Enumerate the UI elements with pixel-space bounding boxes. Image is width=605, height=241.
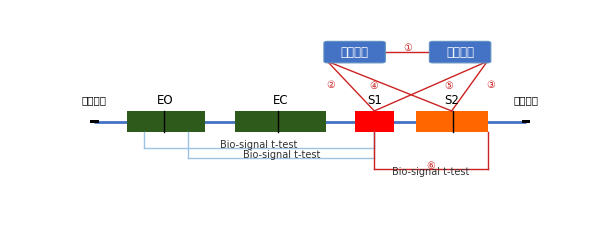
Text: Bio-signal t-test: Bio-signal t-test [393,167,469,177]
Text: ④: ④ [369,80,378,91]
Bar [522,120,530,123]
Text: ②: ② [326,80,335,90]
Bar [127,111,204,132]
Text: 실험종료: 실험종료 [513,95,538,105]
Text: 실험시작: 실험시작 [82,95,107,105]
Text: EC: EC [273,94,289,107]
Text: ①: ① [403,43,412,54]
Bar [416,111,488,132]
Text: ⑥: ⑥ [427,161,436,171]
Text: ⑤: ⑤ [444,80,453,91]
Text: S2: S2 [444,94,459,107]
Bar [90,120,99,123]
Text: ③: ③ [486,80,495,90]
Bar [355,111,394,132]
FancyBboxPatch shape [324,41,385,63]
Text: Bio-signal t-test: Bio-signal t-test [243,150,321,161]
Text: 직무성패: 직무성패 [446,46,474,59]
Bar [235,111,327,132]
Text: S1: S1 [367,94,382,107]
FancyBboxPatch shape [430,41,491,63]
Text: EO: EO [157,94,174,107]
Text: 개인특성: 개인특성 [341,46,368,59]
Text: Bio-signal t-test: Bio-signal t-test [220,140,297,150]
